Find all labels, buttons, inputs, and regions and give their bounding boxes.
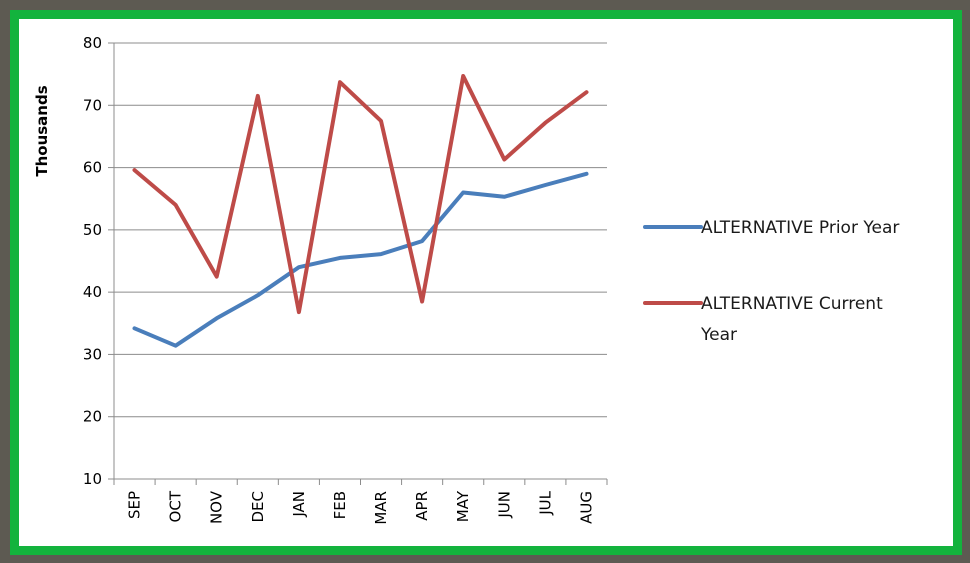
data-point bbox=[420, 239, 424, 243]
data-point bbox=[461, 74, 465, 78]
data-point bbox=[420, 299, 424, 303]
data-point bbox=[543, 183, 547, 187]
data-point bbox=[338, 256, 342, 260]
y-tick-label: 30 bbox=[83, 345, 102, 363]
x-tick-label: NOV bbox=[208, 490, 226, 524]
y-tick-label: 80 bbox=[83, 34, 102, 52]
legend-label: Year bbox=[700, 325, 737, 345]
series-line-1 bbox=[132, 171, 589, 348]
x-tick-label: JUN bbox=[495, 491, 513, 519]
data-point bbox=[461, 190, 465, 194]
chart-panel: 10 20 30 40 50 60 70 80 SEP OCT NOV DEC JAN FEB MAR APR… bbox=[10, 10, 962, 555]
x-tick-label: JAN bbox=[290, 491, 308, 518]
legend-label: ALTERNATIVE Current bbox=[701, 294, 883, 314]
x-tick-label: DEC bbox=[249, 491, 267, 523]
series-line-2 bbox=[132, 74, 589, 315]
line-chart: 10 20 30 40 50 60 70 80 SEP OCT NOV DEC JAN FEB MAR APR… bbox=[33, 34, 899, 525]
data-point bbox=[174, 203, 178, 207]
data-point bbox=[502, 157, 506, 161]
data-point bbox=[215, 316, 219, 320]
data-point bbox=[584, 172, 588, 176]
data-point bbox=[338, 80, 342, 84]
data-point bbox=[215, 275, 219, 279]
legend-entry-1: ALTERNATIVE Prior Year bbox=[643, 218, 899, 238]
series-lines bbox=[132, 74, 589, 348]
y-tick-label: 50 bbox=[83, 221, 102, 239]
tick-labels: 10 20 30 40 50 60 70 80 SEP OCT NOV DEC JAN FEB MAR APR… bbox=[83, 34, 596, 525]
data-point bbox=[543, 121, 547, 125]
y-tick-label: 40 bbox=[83, 283, 102, 301]
x-tick-label: OCT bbox=[167, 490, 185, 522]
x-tick-label: FEB bbox=[331, 491, 349, 519]
data-point bbox=[297, 265, 301, 269]
data-point bbox=[256, 94, 260, 98]
y-tick-label: 20 bbox=[83, 408, 102, 426]
x-tick-label: APR bbox=[413, 491, 431, 521]
x-tick-label: JUL bbox=[536, 490, 554, 515]
data-point bbox=[502, 195, 506, 199]
y-axis-label: Thousands bbox=[33, 85, 51, 176]
data-point bbox=[584, 90, 588, 94]
x-tick-label: AUG bbox=[577, 491, 595, 524]
x-tick-label: SEP bbox=[126, 491, 144, 519]
y-tick-label: 60 bbox=[83, 159, 102, 177]
legend-label: ALTERNATIVE Prior Year bbox=[701, 218, 899, 238]
axes bbox=[108, 42, 608, 485]
data-point bbox=[174, 344, 178, 348]
data-point bbox=[133, 168, 137, 172]
data-point bbox=[297, 310, 301, 314]
x-tick-label: MAR bbox=[372, 491, 390, 525]
data-point bbox=[379, 119, 383, 123]
gridlines bbox=[114, 42, 607, 418]
legend: ALTERNATIVE Prior Year ALTERNATIVE Curren… bbox=[643, 218, 899, 345]
x-tick-label: MAY bbox=[454, 490, 472, 522]
data-point bbox=[379, 252, 383, 256]
y-tick-label: 10 bbox=[83, 470, 102, 488]
data-point bbox=[256, 293, 260, 297]
data-point bbox=[133, 326, 137, 330]
y-tick-label: 70 bbox=[83, 96, 102, 114]
legend-entry-2: ALTERNATIVE Current Year bbox=[643, 294, 883, 345]
